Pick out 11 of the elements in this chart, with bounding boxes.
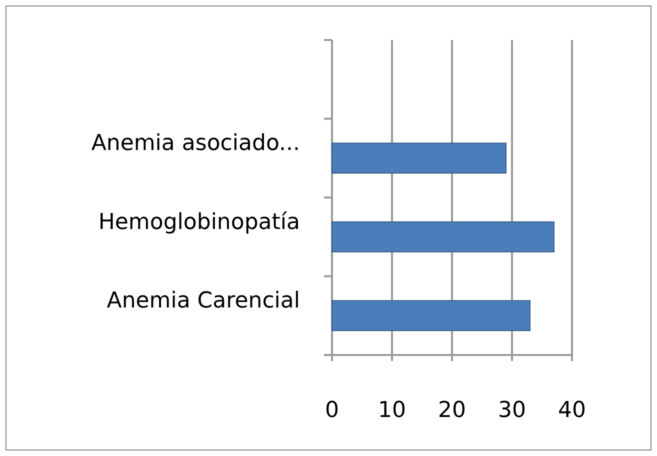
bar [332, 142, 506, 174]
x-tick-label: 20 [438, 398, 466, 423]
bar [332, 300, 530, 332]
x-tick-label: 30 [498, 398, 526, 423]
y-tick-label: Hemoglobinopatía [98, 210, 300, 235]
bar [332, 221, 554, 252]
x-tick-label: 40 [558, 398, 586, 423]
y-tick-label: Anemia asociado... [91, 131, 300, 156]
y-tick-label: Anemia Carencial [106, 288, 300, 314]
x-tick-label: 0 [325, 398, 339, 423]
x-tick-label: 10 [378, 398, 406, 423]
